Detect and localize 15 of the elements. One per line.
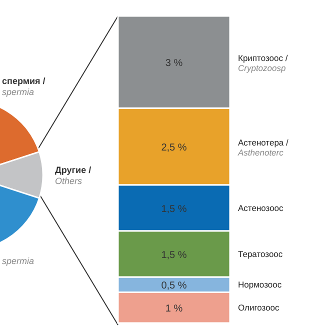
data-label: 1,5 %: [161, 250, 187, 261]
data-label: 0,5 %: [161, 280, 187, 292]
slice-label: spermia: [2, 256, 34, 266]
series-label: Астенотера / Asthenoterc: [237, 137, 290, 158]
slice-label: Другие / Others: [55, 165, 92, 186]
series-label: Нормозоос: [238, 280, 282, 290]
series-label: Астенозоос: [238, 202, 284, 213]
data-label: 3 %: [165, 58, 183, 70]
series-label: Олигозоос: [238, 302, 280, 313]
series-label: Криптозоос / Cryptozoosp: [238, 53, 288, 74]
data-label: 1 %: [165, 304, 183, 315]
data-label: 1,5 %: [161, 204, 187, 215]
data-label: 2,5 %: [161, 142, 187, 154]
series-label: Тератозоос: [238, 248, 284, 259]
slice-label: спермия / spermia: [2, 76, 46, 97]
